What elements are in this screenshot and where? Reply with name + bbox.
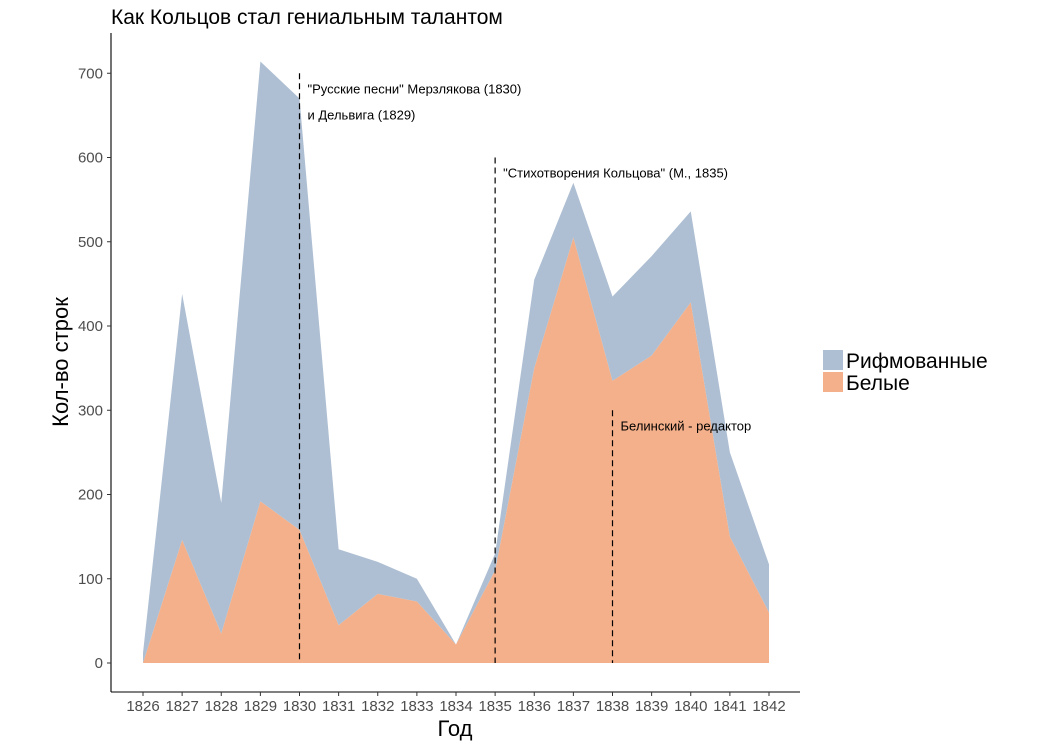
x-tick-label: 1829	[244, 698, 277, 715]
y-tick-label: 700	[78, 65, 103, 82]
area-series-rifmovannye	[143, 61, 769, 663]
legend-label: Рифмованные	[846, 350, 988, 373]
x-tick-label: 1839	[635, 698, 668, 715]
legend-swatch	[823, 372, 843, 392]
annotation-text-1830: и Дельвига (1829)	[308, 107, 416, 122]
annotation-text-1838: Белинский - редактор	[621, 418, 752, 433]
annotation-text-1830: "Русские песни" Мерзлякова (1830)	[308, 81, 522, 96]
y-tick-label: 0	[95, 655, 103, 672]
x-tick-label: 1828	[205, 698, 238, 715]
x-tick-label: 1837	[557, 698, 590, 715]
x-tick-label: 1840	[674, 698, 707, 715]
chart-title: Как Кольцов стал гениальным талантом	[111, 6, 503, 29]
x-tick-label: 1838	[596, 698, 629, 715]
x-tick-label: 1841	[713, 698, 746, 715]
x-tick-label: 1830	[283, 698, 316, 715]
x-tick-label: 1834	[439, 698, 472, 715]
annotation-text-1835: "Стихотворения Кольцова" (М., 1835)	[503, 166, 728, 181]
legend-swatch	[823, 350, 843, 370]
x-tick-label: 1833	[400, 698, 433, 715]
y-tick-label: 200	[78, 487, 103, 504]
y-axis-title: Кол-во строк	[48, 297, 73, 427]
x-tick-label: 1826	[126, 698, 159, 715]
x-tick-label: 1836	[518, 698, 551, 715]
y-tick-label: 300	[78, 402, 103, 419]
y-tick-label: 400	[78, 318, 103, 335]
x-tick-label: 1842	[752, 698, 785, 715]
x-tick-label: 1827	[165, 698, 198, 715]
y-tick-label: 100	[78, 571, 103, 588]
x-tick-label: 1832	[361, 698, 394, 715]
x-axis-title: Год	[437, 716, 472, 741]
y-tick-label: 500	[78, 234, 103, 251]
y-tick-label: 600	[78, 150, 103, 167]
legend-label: Белые	[846, 372, 910, 395]
x-tick-label: 1831	[322, 698, 355, 715]
x-tick-label: 1835	[478, 698, 511, 715]
